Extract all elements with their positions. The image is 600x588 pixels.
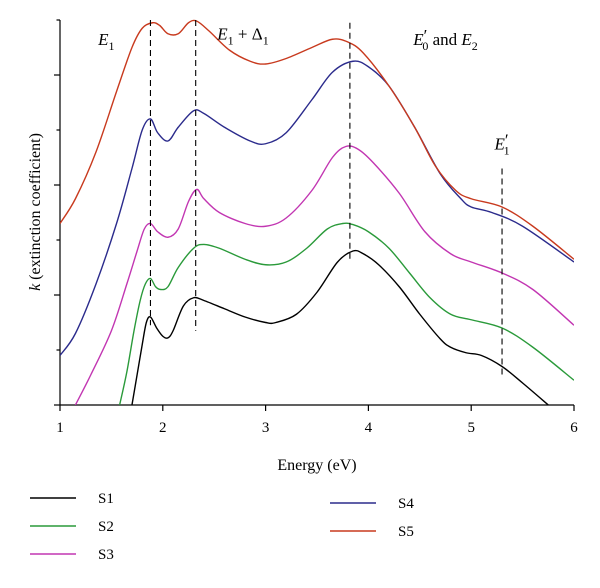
legend-label: S5 xyxy=(398,524,414,540)
legend-item-s5: S5 xyxy=(330,524,414,540)
x-tick-label: 5 xyxy=(467,420,475,436)
annotation-label: E′ 1 xyxy=(493,130,509,157)
annotations: E1 E1 + Δ1 E′ 0 and E2 E′ 1 xyxy=(97,20,510,375)
series-lines xyxy=(60,19,574,405)
x-tick-label: 3 xyxy=(262,420,270,436)
series-line-s4 xyxy=(60,60,574,356)
plot-frame xyxy=(59,20,574,406)
series-line-s3 xyxy=(74,145,574,405)
series-line-s1 xyxy=(131,249,549,405)
x-tick-label: 4 xyxy=(365,420,373,436)
legend-label: S2 xyxy=(98,519,114,535)
series-line-s5 xyxy=(60,19,574,260)
legend-item-s4: S4 xyxy=(330,496,414,512)
x-axis-label: Energy (eV) xyxy=(277,457,356,474)
x-tick-label: 6 xyxy=(570,420,578,436)
annotation-label: E1 + Δ1 xyxy=(216,24,268,47)
legend-label: S4 xyxy=(398,496,414,512)
series-line-s2 xyxy=(118,222,574,405)
annotation-label: E1 xyxy=(97,30,114,53)
x-tick-label: 1 xyxy=(56,420,64,436)
y-axis-ticks xyxy=(54,19,60,406)
legend-label: S1 xyxy=(98,491,114,507)
x-axis-ticks: 1 2 3 4 5 6 xyxy=(56,405,578,436)
legend-item-s3: S3 xyxy=(30,547,114,563)
y-axis-label: k (extinction coefficient) xyxy=(27,133,44,291)
y-axis-label-text: k (extinction coefficient) xyxy=(27,133,44,291)
annotation-label: E′ 0 and E2 xyxy=(412,26,478,53)
legend-item-s2: S2 xyxy=(30,519,114,535)
legend: S1 S2 S3 S4 S5 xyxy=(30,491,414,563)
legend-item-s1: S1 xyxy=(30,491,114,507)
x-tick-label: 2 xyxy=(159,420,167,436)
legend-label: S3 xyxy=(98,547,114,563)
